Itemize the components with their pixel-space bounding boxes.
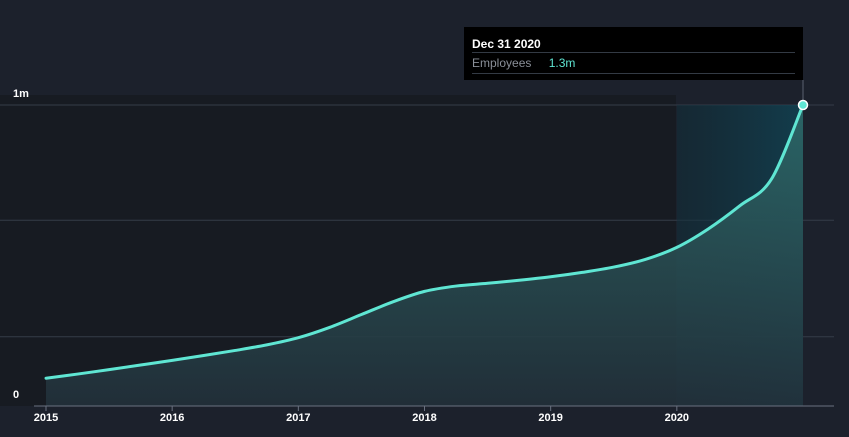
y-tick-label-1m: 1m (13, 88, 29, 100)
tooltip-date: Dec 31 2020 (472, 37, 541, 51)
employees-area (46, 105, 803, 406)
x-tick-label-2015: 2015 (34, 412, 58, 424)
x-tick-label-2020: 2020 (665, 412, 689, 424)
hover-point[interactable] (797, 99, 809, 111)
x-axis-ticks: 2015 2016 2017 2018 2019 2020 (34, 406, 689, 424)
x-tick-label-2019: 2019 (538, 412, 562, 424)
tooltip-divider-bottom (472, 73, 795, 74)
x-tick-label-2017: 2017 (286, 412, 310, 424)
employees-line (44, 103, 805, 380)
tooltip-series-label: Employees (472, 56, 532, 70)
tooltip: Dec 31 2020 Employees 1.3m (464, 27, 803, 80)
tooltip-row: Employees 1.3m (472, 56, 575, 70)
x-tick-label-2018: 2018 (412, 412, 436, 424)
tooltip-value: 1.3m (548, 56, 576, 70)
tooltip-divider (472, 52, 795, 53)
y-tick-label-0: 0 (13, 389, 19, 401)
x-tick-label-2016: 2016 (160, 412, 184, 424)
y-axis-ticks: 0 1m (13, 88, 29, 401)
